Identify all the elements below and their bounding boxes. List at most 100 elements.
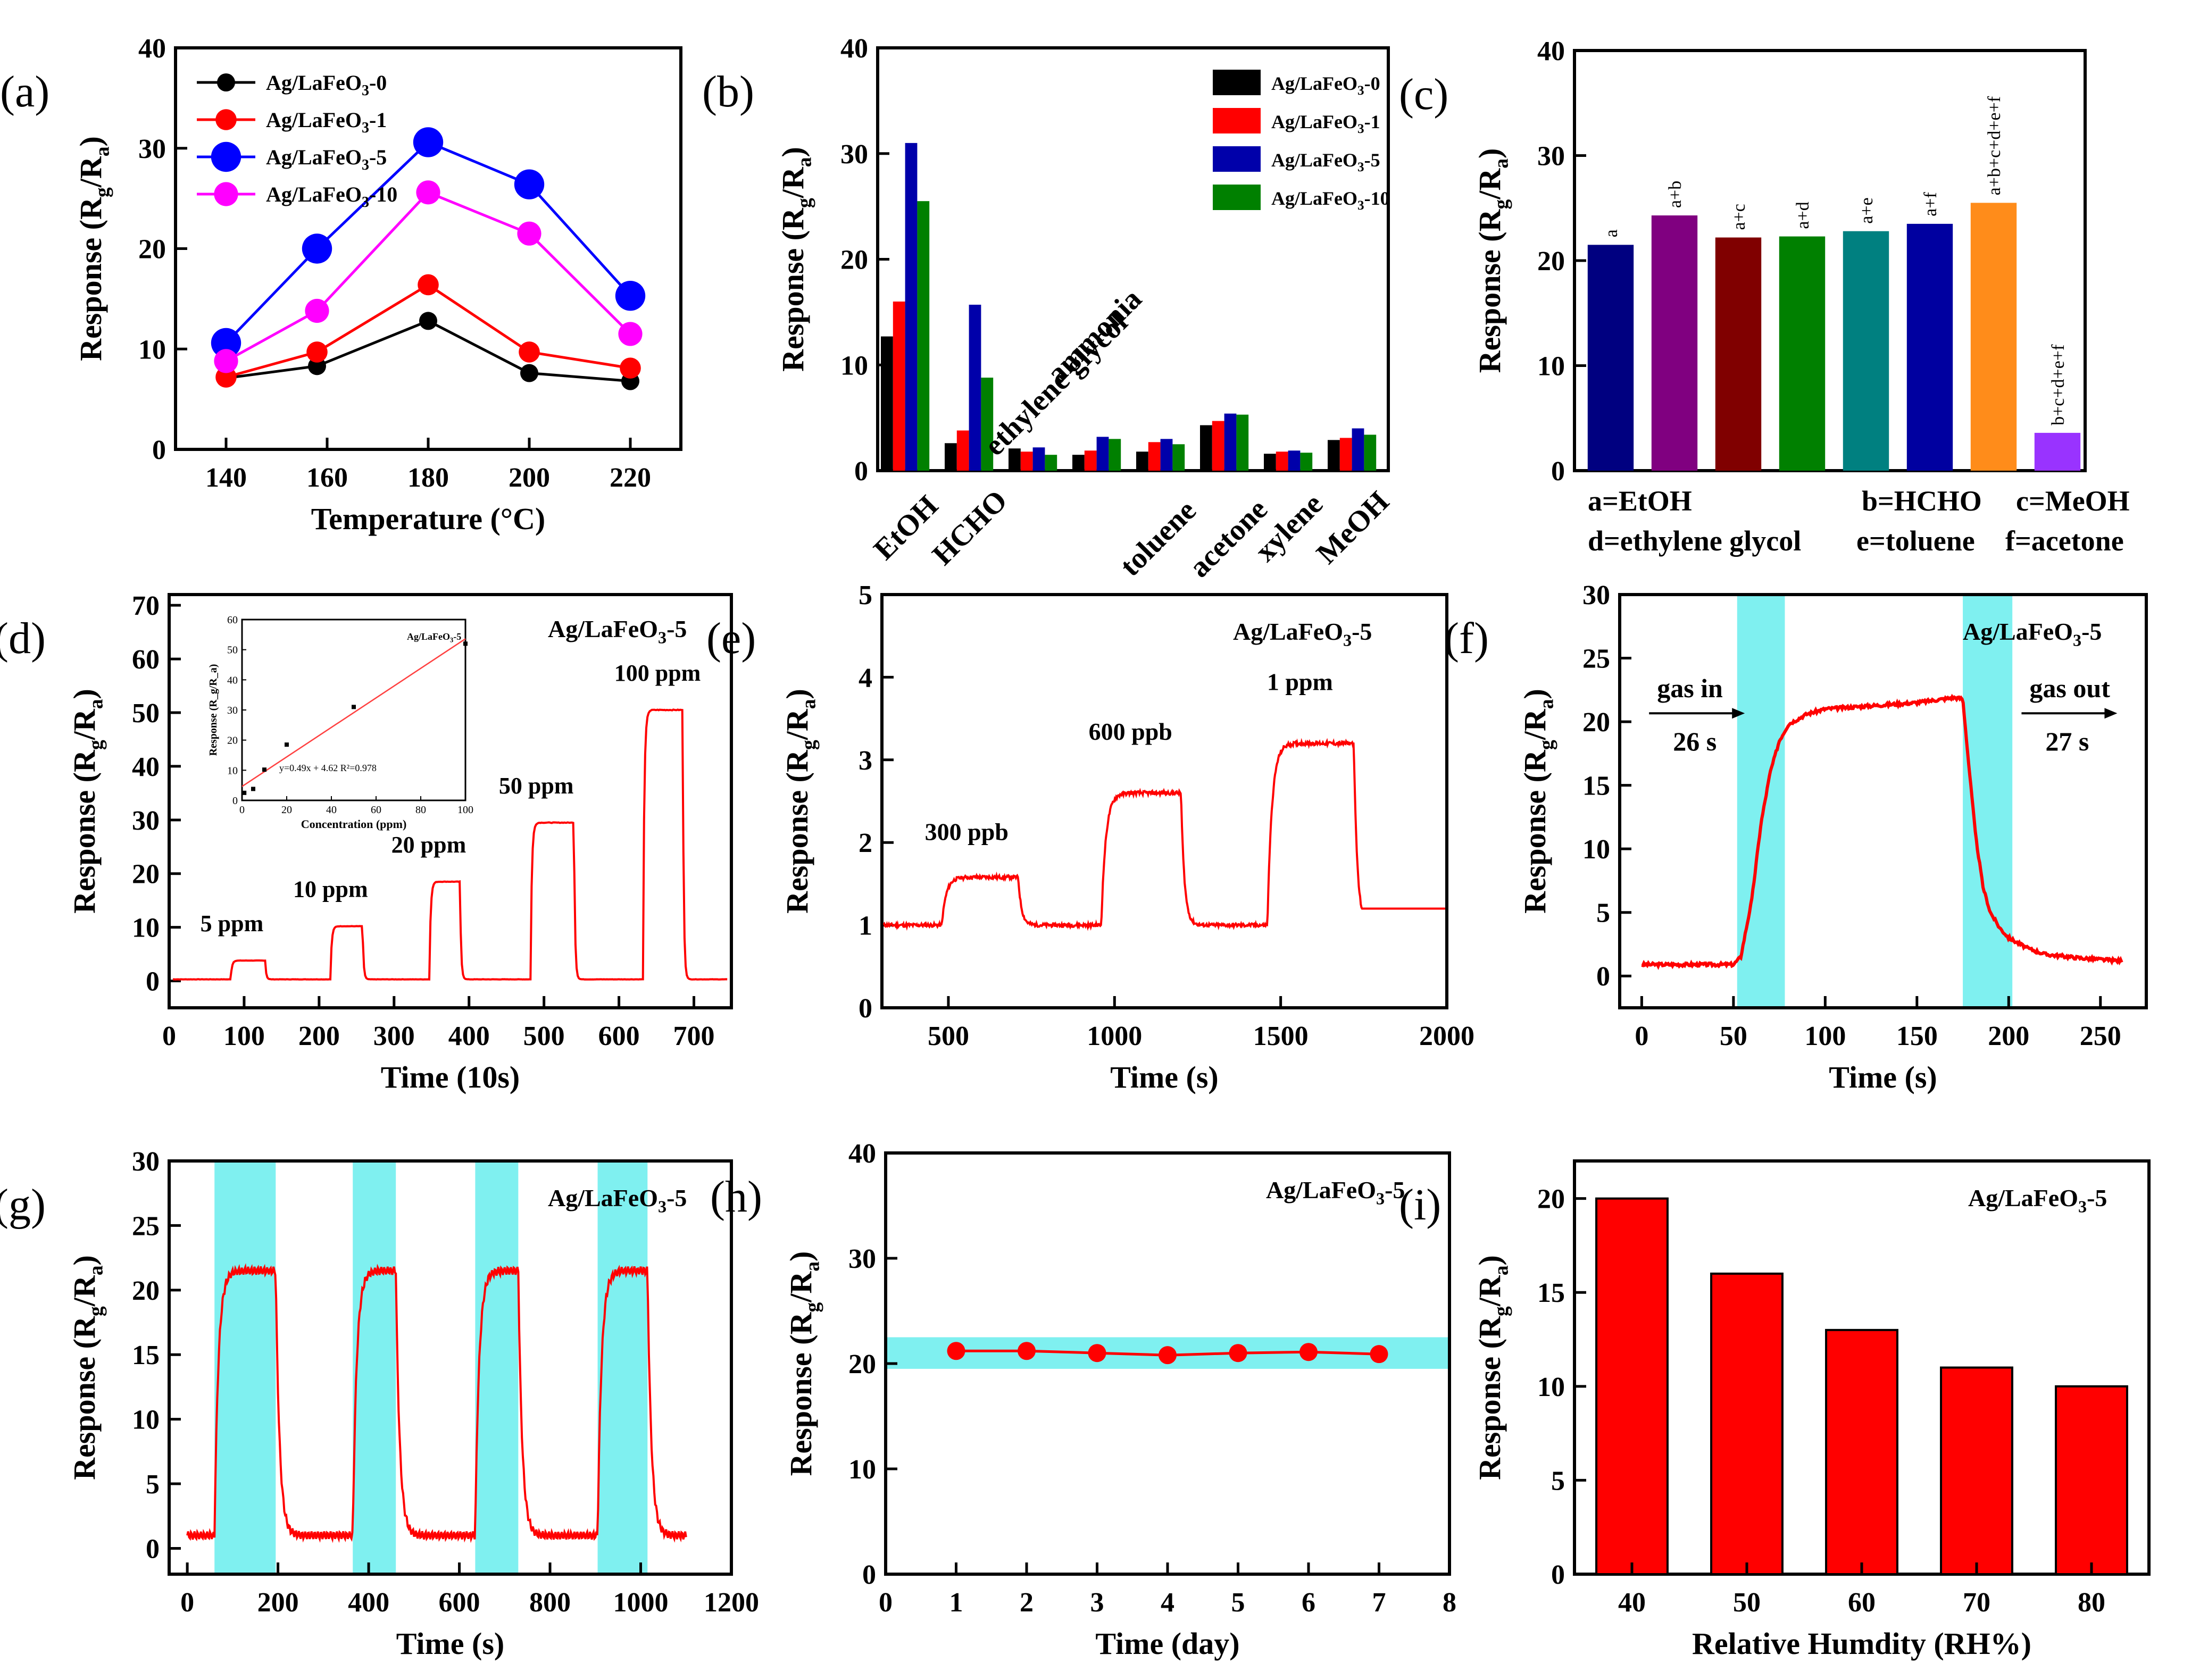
bar bbox=[1710, 1272, 1784, 1576]
bar-label: a+c bbox=[1729, 204, 1749, 230]
key-label: b=HCHO bbox=[1862, 485, 1982, 517]
x-tick-label: 6 bbox=[1302, 1587, 1315, 1618]
data-point bbox=[305, 298, 329, 323]
y-tick-label: 15 bbox=[1582, 771, 1610, 801]
bar bbox=[1715, 237, 1762, 471]
y-tick-label: 40 bbox=[138, 34, 166, 64]
x-tick-label: 50 bbox=[1720, 1021, 1747, 1051]
annotation-text: gas in bbox=[1657, 673, 1723, 703]
y-tick-label: 30 bbox=[848, 1244, 876, 1274]
bar bbox=[1096, 437, 1109, 471]
bar bbox=[1595, 1197, 1669, 1576]
inset-y-tick: 30 bbox=[227, 705, 238, 716]
bar bbox=[2055, 1385, 2128, 1575]
annotation-text: gas out bbox=[2029, 673, 2110, 703]
pulse-label: 600 ppb bbox=[1089, 718, 1172, 745]
bar bbox=[1364, 434, 1377, 471]
y-tick-label: 10 bbox=[138, 335, 166, 365]
y-axis-label: Response (Rg/Ra) bbox=[73, 136, 114, 361]
data-point bbox=[947, 1342, 965, 1360]
y-tick-label: 10 bbox=[840, 350, 868, 381]
y-tick-label: 0 bbox=[1551, 1560, 1565, 1590]
inset-point bbox=[242, 790, 247, 795]
x-axis-label: Time (day) bbox=[1095, 1626, 1239, 1661]
x-tick-label: 3 bbox=[1090, 1587, 1104, 1618]
bar bbox=[1200, 425, 1212, 471]
panel-h: 0 10 20 30 40 0 1 2 3 4 5 6 7 8 Time (day) Response (Rg… bbox=[710, 1139, 1456, 1661]
bar bbox=[1148, 442, 1161, 471]
x-axis-label: Relative Humdity (RH%) bbox=[1692, 1626, 2031, 1661]
inset-y-tick: 10 bbox=[227, 765, 238, 776]
sample-label: Ag/LaFeO3-5 bbox=[548, 615, 687, 647]
bar bbox=[1300, 453, 1313, 471]
x-tick-label: 60 bbox=[1848, 1587, 1876, 1618]
bar bbox=[1779, 236, 1826, 471]
series-line bbox=[226, 283, 631, 379]
data-point bbox=[620, 357, 641, 379]
bar bbox=[1352, 428, 1364, 471]
inset-x-tick: 40 bbox=[326, 804, 337, 816]
key-label: f=acetone bbox=[2005, 525, 2124, 557]
y-tick-label: 4 bbox=[859, 663, 872, 693]
legend-marker bbox=[217, 73, 235, 91]
x-tick-label: 2 bbox=[1020, 1587, 1034, 1618]
inset-y-tick: 0 bbox=[232, 795, 238, 807]
x-tick-label: 300 bbox=[373, 1021, 415, 1051]
highlight-span bbox=[475, 1161, 519, 1574]
x-tick-label: 1500 bbox=[1253, 1021, 1309, 1051]
bar-label: a+f bbox=[1921, 192, 1940, 216]
x-tick-label: 220 bbox=[610, 463, 651, 493]
data-point bbox=[306, 341, 328, 363]
y-tick-label: 15 bbox=[132, 1340, 160, 1370]
x-tick-label: 8 bbox=[1443, 1587, 1456, 1618]
bar bbox=[1136, 452, 1148, 471]
x-tick-label: 200 bbox=[298, 1021, 340, 1051]
inset-x-tick: 100 bbox=[457, 804, 473, 816]
data-point bbox=[308, 357, 326, 375]
y-tick-label: 0 bbox=[1551, 456, 1565, 487]
sample-label: Ag/LaFeO3-5 bbox=[1968, 1184, 2107, 1216]
y-axis-label: Response (Rg/Ra) bbox=[1472, 148, 1513, 373]
y-tick-label: 5 bbox=[1596, 898, 1610, 929]
bar bbox=[945, 443, 957, 471]
inset-point bbox=[463, 641, 468, 646]
y-tick-label: 20 bbox=[1537, 1184, 1565, 1215]
x-tick-label: 1000 bbox=[1087, 1021, 1142, 1051]
x-tick-label: 0 bbox=[162, 1021, 176, 1051]
pulse-label: 5 ppm bbox=[201, 910, 264, 937]
plot-frame bbox=[880, 593, 1448, 1009]
bar bbox=[1276, 452, 1288, 471]
panel-label: (a) bbox=[0, 67, 49, 116]
y-tick-label: 40 bbox=[1537, 36, 1565, 66]
bar-label: b+c+d+e+f bbox=[2048, 344, 2068, 425]
bar bbox=[1020, 452, 1033, 471]
inset-legend: Ag/LaFeO3-5 bbox=[407, 631, 461, 644]
panel-label: (g) bbox=[0, 1180, 46, 1230]
x-tick-label: 400 bbox=[348, 1587, 389, 1618]
category-label: HCHO bbox=[926, 484, 1014, 572]
bar bbox=[893, 302, 905, 471]
bar bbox=[1160, 439, 1173, 471]
legend-label: Ag/LaFeO3-5 bbox=[266, 145, 387, 173]
panel-label: (b) bbox=[702, 67, 754, 116]
x-tick-label: 200 bbox=[257, 1587, 299, 1618]
x-tick-label: 50 bbox=[1733, 1587, 1761, 1618]
bar bbox=[1045, 455, 1057, 471]
pulse-label: 100 ppm bbox=[614, 660, 701, 686]
legend-swatch bbox=[1213, 146, 1261, 172]
x-tick-label: 140 bbox=[205, 463, 247, 493]
bar bbox=[1032, 447, 1045, 471]
y-tick-label: 10 bbox=[132, 913, 160, 943]
legend-swatch bbox=[1213, 185, 1261, 210]
x-tick-label: 500 bbox=[928, 1021, 969, 1051]
pulse-label: 10 ppm bbox=[293, 876, 368, 902]
panel-g: 0 5 10 15 20 25 30 0 200 400 600 800 1000 1200 Time (s… bbox=[0, 1147, 759, 1661]
y-tick-label: 20 bbox=[1582, 707, 1610, 738]
panel-f: 0 5 10 15 20 25 30 0 50 100 150 200 250 Time (s) Respo… bbox=[1444, 580, 2148, 1094]
inset-x-label: Concentration (ppm) bbox=[301, 817, 407, 831]
inset-y-tick: 60 bbox=[227, 614, 238, 626]
inset-y-tick: 50 bbox=[227, 645, 238, 656]
fit-line bbox=[241, 638, 466, 787]
y-axis-label: Response (Rg/Ra) bbox=[1472, 1255, 1513, 1480]
